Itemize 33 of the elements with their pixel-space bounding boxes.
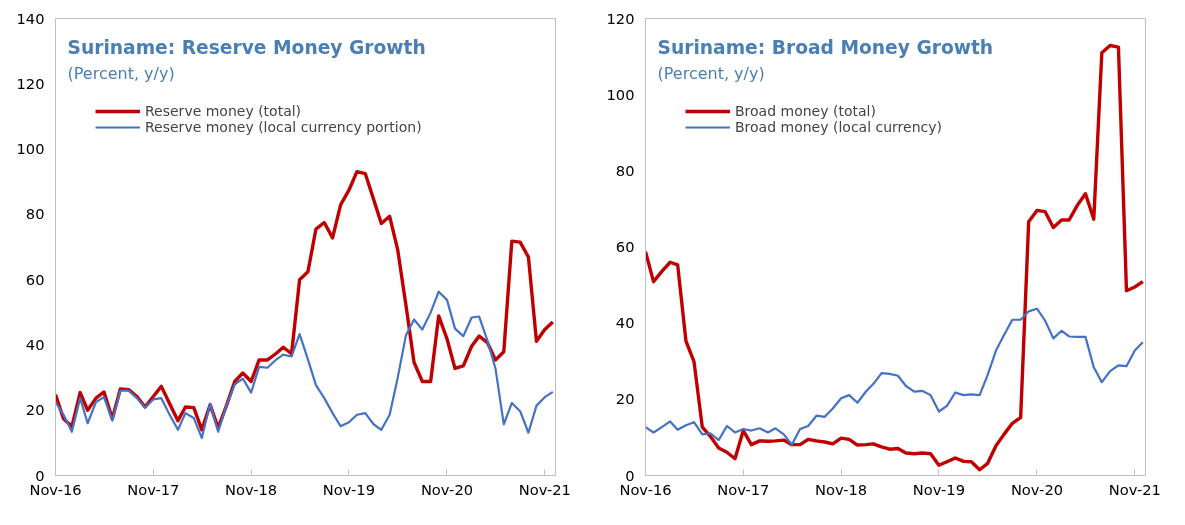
y-tick-label: 100 [606,85,635,103]
y-tick-label: 140 [16,9,45,27]
x-tick-label: Nov-21 [518,480,571,498]
y-tick-label: 40 [615,314,635,332]
x-tick-label: Nov-18 [225,480,278,498]
y-tick-label: 60 [25,270,45,288]
y-tick-label: 60 [615,238,635,255]
legend-label: Reserve money (local currency portion) [145,119,422,135]
y-tick-label: 20 [615,390,635,408]
x-tick-label: Nov-19 [322,480,375,498]
text: Suriname: Broad Money Growth [657,36,994,58]
x-tick-label: Nov-20 [1010,480,1064,498]
x-tick-label: Nov-17 [717,480,770,498]
x-tick-label: Nov-21 [1108,480,1161,498]
x-tick-label: Nov-18 [815,480,868,498]
x-tick-label: Nov-19 [912,480,965,498]
y-tick-label: 120 [606,9,635,27]
line-series [645,307,1144,446]
y-tick-label: 100 [16,140,45,158]
y-tick-label: 80 [615,161,635,179]
y-tick-label: 20 [25,401,45,419]
y-tick-label: 120 [16,74,45,92]
legend-label: Reserve money (total) [145,103,302,119]
text: Suriname: Reserve Money Growth [67,36,426,58]
x-tick-label: Nov-17 [127,480,180,498]
x-tick-label: Nov-20 [420,480,474,498]
y-tick-label: 40 [25,335,45,353]
y-tick-label: 80 [25,205,45,223]
text: (Percent, y/y) [67,63,175,83]
text: (Percent, y/y) [657,63,765,83]
legend-label: Broad money (local currency) [735,119,942,135]
legend-label: Broad money (total) [735,103,876,119]
line-series [55,290,554,440]
